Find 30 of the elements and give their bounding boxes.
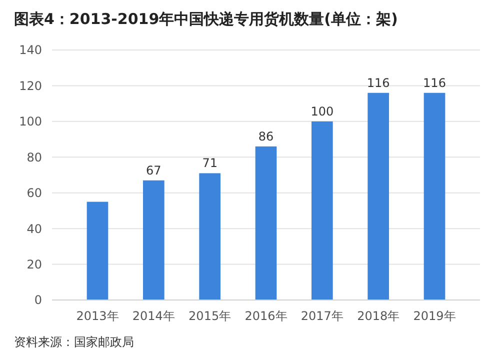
bar bbox=[424, 92, 446, 300]
x-tick-label: 2017年 bbox=[300, 309, 344, 323]
y-tick-label: 60 bbox=[26, 186, 42, 200]
data-label: 100 bbox=[310, 104, 334, 118]
y-tick-label: 140 bbox=[19, 43, 42, 58]
data-label: 116 bbox=[366, 76, 390, 90]
bar bbox=[368, 92, 390, 300]
x-tick-label: 2016年 bbox=[244, 309, 288, 323]
y-tick-label: 20 bbox=[26, 257, 42, 272]
bar bbox=[199, 173, 221, 300]
x-tick-label: 2014年 bbox=[132, 309, 175, 323]
y-tick-label: 120 bbox=[19, 78, 42, 93]
bar bbox=[311, 121, 333, 300]
data-label: 67 bbox=[146, 163, 162, 178]
data-label: 116 bbox=[423, 76, 446, 90]
y-tick-label: 80 bbox=[26, 150, 42, 164]
y-tick-label: 100 bbox=[19, 114, 42, 129]
x-tick-label: 2018年 bbox=[357, 309, 400, 323]
x-tick-label: 2015年 bbox=[188, 309, 232, 323]
data-label: 71 bbox=[202, 156, 218, 170]
bar bbox=[255, 146, 277, 300]
y-tick-label: 40 bbox=[26, 222, 42, 236]
bar bbox=[86, 202, 108, 300]
y-tick-label: 0 bbox=[34, 293, 42, 308]
text: 资料来源：国家邮政局 bbox=[14, 335, 134, 349]
x-tick-label: 2019年 bbox=[413, 309, 456, 323]
data-label: 86 bbox=[258, 129, 274, 144]
x-tick-label: 2013年 bbox=[76, 309, 119, 323]
bar bbox=[142, 180, 164, 300]
chart-title: 图表4：2013-2019年中国快递专用货机数量(单位：架) bbox=[14, 10, 398, 28]
